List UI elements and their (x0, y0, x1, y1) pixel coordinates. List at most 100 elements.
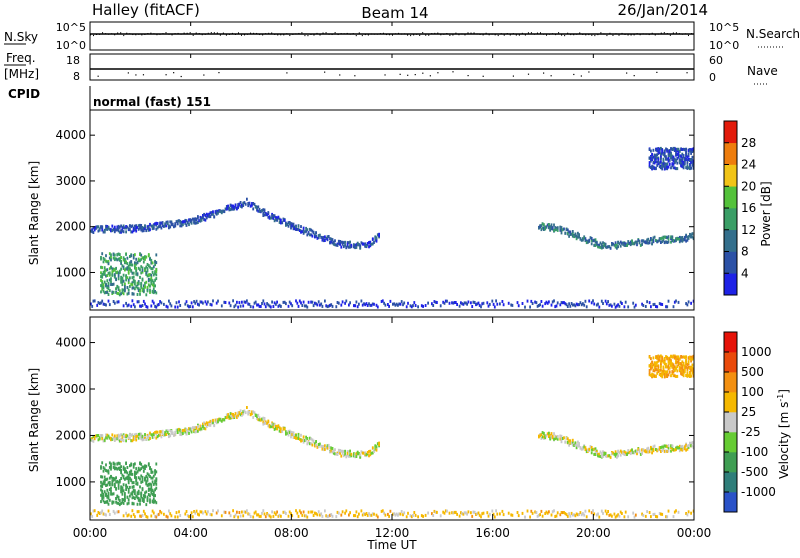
heatmap-cell (108, 256, 111, 260)
heatmap-cell (116, 467, 119, 471)
heatmap-cell (137, 489, 140, 493)
heatmap-cell (682, 374, 685, 378)
heatmap-cell (232, 509, 234, 513)
heatmap-cell (598, 454, 601, 458)
heatmap-cell (619, 449, 622, 453)
heatmap-cell (668, 150, 671, 153)
heatmap-cell (183, 429, 185, 432)
heatmap-cell (132, 437, 135, 441)
heatmap-cell (363, 302, 365, 306)
heatmap-cell (115, 266, 117, 270)
heatmap-cell (126, 471, 129, 475)
heatmap-cell (132, 275, 135, 279)
heatmap-cell (266, 421, 268, 425)
heatmap-cell (131, 283, 134, 287)
heatmap-cell (130, 263, 133, 267)
heatmap-cell (90, 512, 92, 516)
heatmap-cell (117, 466, 120, 470)
heatmap-cell (178, 510, 180, 514)
heatmap-cell (325, 236, 328, 240)
heatmap-cell (267, 303, 270, 307)
heatmap-cell (111, 229, 114, 232)
heatmap-cell (220, 211, 223, 215)
heatmap-cell (593, 452, 596, 456)
heatmap-cell (672, 370, 675, 374)
heatmap-cell (117, 300, 120, 304)
heatmap-cell (463, 301, 466, 305)
heatmap-cell (554, 515, 557, 518)
nsky-point (259, 33, 261, 36)
colorbar-swatch (724, 229, 737, 252)
nsky-point (476, 33, 478, 35)
heatmap-cell (308, 442, 311, 446)
heatmap-cell (122, 230, 125, 234)
heatmap-cell (350, 452, 353, 456)
heatmap-cell (353, 452, 355, 456)
heatmap-cell (122, 279, 125, 283)
heatmap-cell (111, 224, 114, 228)
heatmap-cell (229, 412, 232, 416)
heatmap-cell (169, 302, 172, 306)
heatmap-cell (253, 202, 256, 206)
heatmap-cell (146, 289, 149, 293)
heatmap-cell (111, 290, 114, 294)
heatmap-cell (660, 368, 662, 372)
heatmap-cell (141, 268, 144, 272)
heatmap-cell (232, 416, 234, 420)
heatmap-cell (228, 206, 231, 210)
nave-point (573, 73, 575, 76)
heatmap-cell (110, 228, 112, 232)
heatmap-cell (501, 509, 504, 513)
heatmap-cell (356, 451, 359, 455)
heatmap-cell (120, 278, 122, 282)
heatmap-cell (135, 479, 138, 482)
heatmap-cell (98, 436, 101, 440)
heatmap-cell (682, 154, 685, 158)
heatmap-cell (682, 362, 685, 366)
heatmap-cell (121, 288, 124, 292)
heatmap-cell (106, 274, 109, 277)
heatmap-cell (349, 301, 351, 305)
heatmap-cell (340, 245, 343, 249)
heatmap-cell (369, 303, 372, 307)
heatmap-cell (642, 448, 645, 452)
heatmap-cell (141, 497, 144, 501)
heatmap-cell (341, 451, 344, 455)
heatmap-cell (100, 278, 102, 282)
heatmap-cell (648, 450, 651, 454)
nave-point (467, 74, 469, 77)
nave-point (422, 72, 424, 74)
heatmap-cell (194, 301, 197, 305)
heatmap-cell (465, 301, 467, 305)
heatmap-cell (124, 467, 126, 471)
heatmap-cell (106, 286, 109, 290)
heatmap-cell (588, 299, 591, 303)
heatmap-cell (297, 437, 300, 440)
heatmap-cell (137, 227, 140, 231)
heatmap-cell (361, 242, 364, 246)
heatmap-cell (307, 300, 310, 304)
heatmap-cell (137, 476, 140, 480)
heatmap-cell (155, 223, 158, 227)
heatmap-cell (337, 241, 340, 245)
heatmap-cell (631, 448, 633, 452)
nsky-point (512, 33, 514, 35)
heatmap-cell (200, 300, 203, 304)
heatmap-cell (178, 219, 180, 223)
colorbar-swatch (724, 164, 737, 187)
heatmap-cell (614, 245, 617, 249)
heatmap-cell (550, 227, 553, 230)
heatmap-cell (691, 147, 694, 151)
heatmap-cell (324, 239, 326, 242)
heatmap-cell (134, 224, 136, 228)
heatmap-cell (139, 485, 141, 489)
heatmap-cell (150, 282, 153, 286)
heatmap-cell (134, 515, 136, 519)
heatmap-cell (129, 436, 131, 440)
heatmap-cell (247, 410, 250, 414)
heatmap-cell (238, 202, 241, 206)
heatmap-cell (681, 160, 684, 164)
heatmap-cell (145, 271, 148, 275)
heatmap-cell (667, 449, 670, 453)
heatmap-cell (266, 302, 268, 306)
